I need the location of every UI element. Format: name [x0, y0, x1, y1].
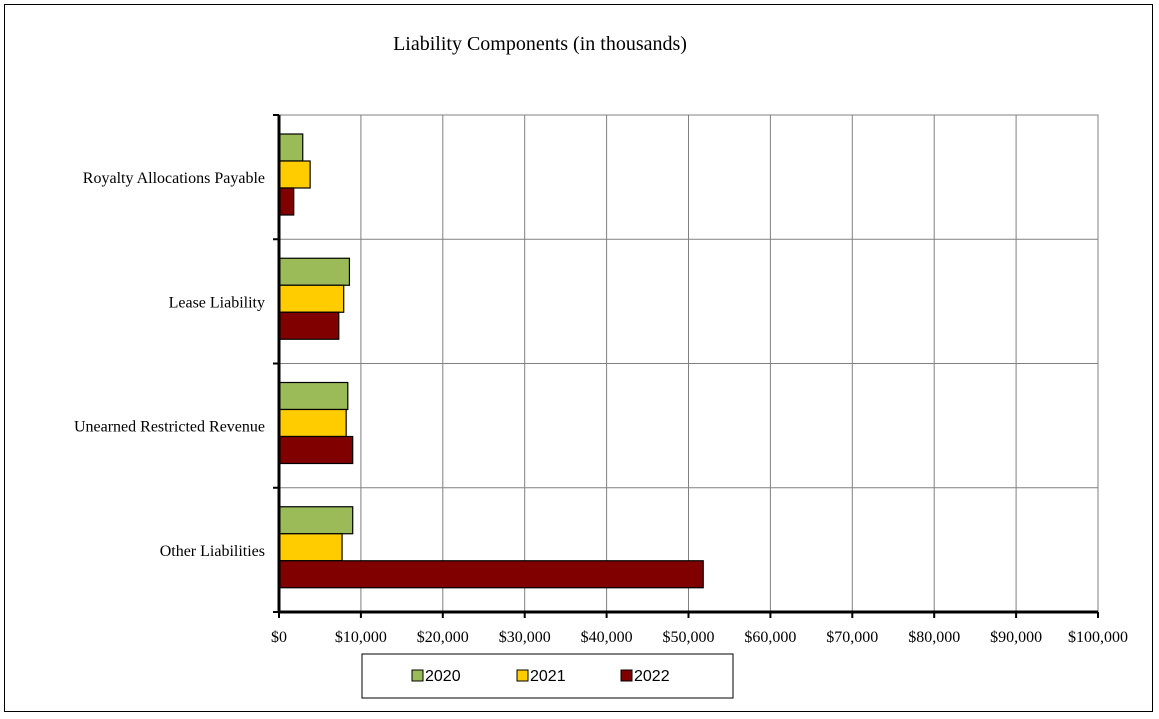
bar-2022 — [278, 435, 354, 465]
category-label: Royalty Allocations Payable — [83, 170, 265, 187]
bar-2020 — [278, 257, 351, 286]
bar-2020 — [278, 506, 354, 535]
bar-2021 — [278, 160, 311, 189]
category-label: Lease Liability — [169, 294, 265, 311]
category-label: Other Liabilities — [160, 543, 265, 560]
x-tick-label: $10,000 — [335, 629, 387, 646]
axis-layer — [273, 114, 1099, 618]
x-tick-label: $80,000 — [908, 629, 960, 646]
x-tick-label: $20,000 — [417, 629, 469, 646]
chart-frame — [4, 4, 1153, 712]
bar-2021 — [278, 284, 345, 313]
bar-2022 — [278, 311, 340, 340]
grid-layer — [278, 114, 1099, 613]
bar-2022 — [278, 560, 704, 589]
legend: 2020 2021 2022 — [361, 653, 734, 699]
bar-2021 — [278, 533, 343, 562]
bar-layer — [278, 133, 704, 589]
x-tick-label: $90,000 — [990, 629, 1042, 646]
x-tick-label: $0 — [271, 629, 287, 646]
bar-2021 — [278, 408, 347, 438]
legend-label-2020: 2020 — [425, 668, 461, 685]
x-tick-label: $100,000 — [1068, 629, 1128, 646]
x-tick-label: $70,000 — [826, 629, 878, 646]
category-label: Unearned Restricted Revenue — [74, 419, 265, 436]
legend-label-2021: 2021 — [530, 668, 566, 685]
x-tick-label: $60,000 — [744, 629, 796, 646]
chart-title: Liability Components (in thousands) — [393, 33, 687, 55]
x-tick-label: $40,000 — [581, 629, 633, 646]
label-layer: Royalty Allocations Payable Lease Liabili… — [74, 170, 1128, 646]
legend-swatch-2020 — [411, 669, 424, 682]
legend-swatch-2022 — [620, 669, 633, 682]
x-tick-label: $50,000 — [663, 629, 715, 646]
x-tick-label: $30,000 — [499, 629, 551, 646]
legend-swatch-2021 — [516, 669, 529, 682]
bar-2022 — [278, 187, 295, 216]
bar-2020 — [278, 381, 349, 411]
bar-2020 — [278, 133, 304, 162]
legend-label-2022: 2022 — [634, 668, 670, 685]
legend-box — [361, 653, 734, 699]
